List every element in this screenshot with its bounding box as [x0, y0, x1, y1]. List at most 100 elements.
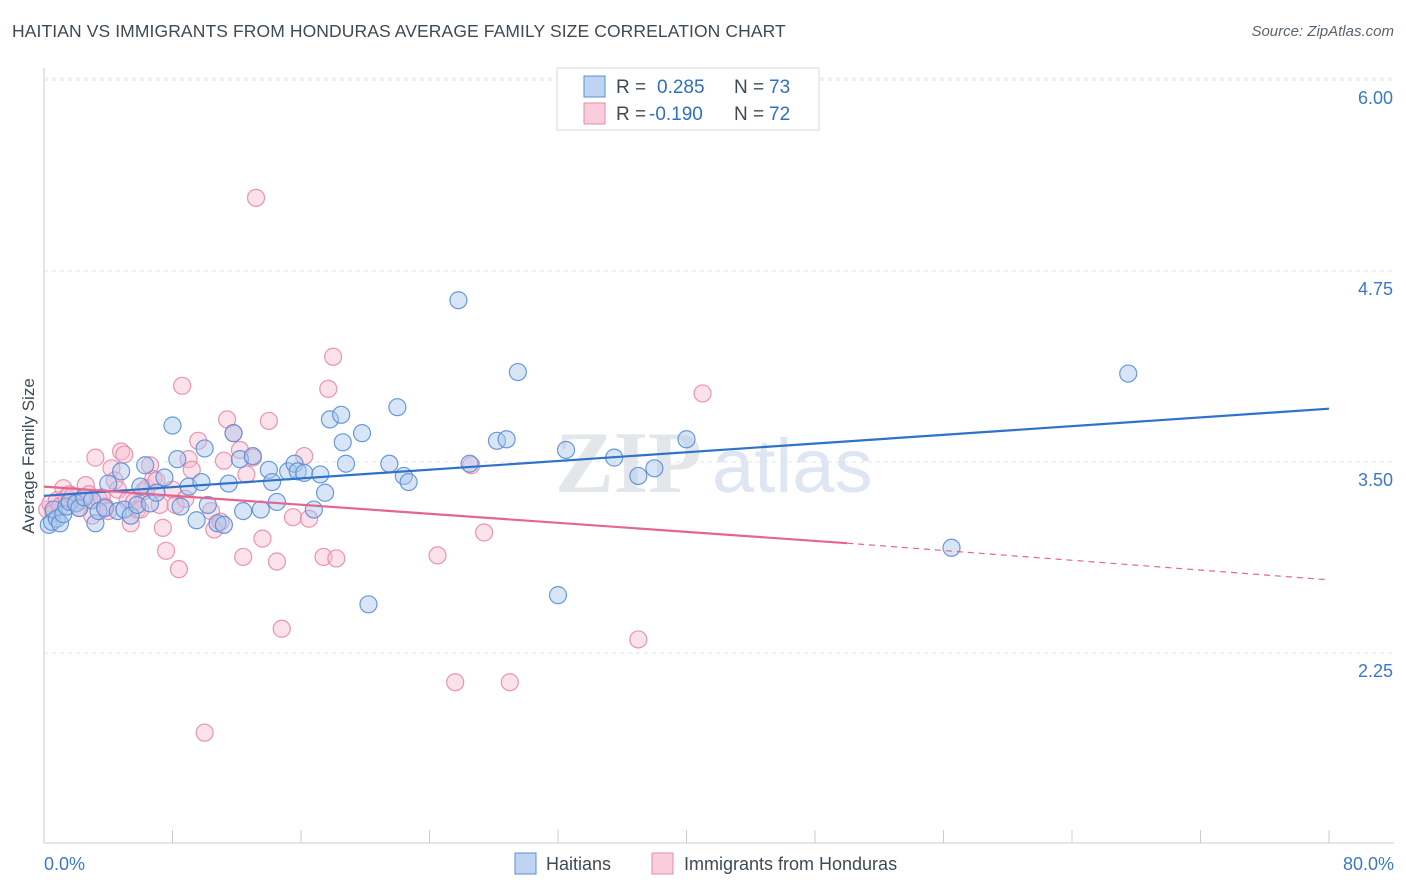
honduras-point	[214, 451, 233, 470]
legend-bottom-haitians-label: Haitians	[546, 854, 611, 874]
haitians-point	[942, 538, 961, 557]
legend-haitians-swatch	[583, 75, 606, 98]
haitians-point	[359, 595, 378, 614]
honduras-point	[253, 529, 272, 548]
haitians-point	[508, 362, 527, 382]
haitians-point	[192, 472, 211, 492]
haitians-point	[131, 477, 150, 496]
x-tick-marks	[43, 830, 1330, 843]
honduras-point	[283, 508, 303, 527]
haitians-point	[677, 430, 696, 449]
haitians-point	[352, 424, 372, 443]
haitians-point	[234, 501, 253, 521]
honduras-point	[189, 431, 208, 450]
y-tick-label: 2.25	[1358, 661, 1393, 681]
legend-haitians-r-value: 0.285	[657, 77, 705, 98]
haitians-point	[556, 440, 576, 460]
honduras-point	[111, 442, 131, 461]
honduras-point	[428, 546, 447, 565]
haitians-point	[399, 472, 418, 492]
y-axis-label: Average Family Size	[19, 378, 38, 534]
haitians-point	[388, 398, 407, 417]
haitians-point	[214, 515, 233, 534]
haitians-point	[111, 462, 131, 481]
legend-bottom-honduras-label: Immigrants from Honduras	[684, 854, 897, 874]
haitians-point	[168, 450, 187, 469]
legend-haitians-r-label: R =	[616, 77, 646, 98]
haitians-point	[460, 454, 479, 473]
legend-bottom-honduras-swatch	[651, 852, 674, 875]
honduras-point	[173, 376, 192, 395]
haitians-point	[171, 497, 190, 516]
honduras-point	[115, 445, 134, 464]
haitians-point	[333, 433, 352, 452]
honduras-trend-extension	[847, 542, 1330, 581]
haitians-point	[332, 405, 351, 424]
haitians-point	[198, 495, 217, 515]
haitians-point	[380, 454, 399, 473]
haitians-point	[208, 514, 227, 533]
legend-haitians-n-label: N =	[734, 77, 764, 98]
haitians-point	[187, 511, 206, 530]
honduras-point	[237, 465, 256, 484]
legend-honduras-r-label: R =	[616, 104, 646, 125]
haitians-point	[487, 431, 507, 450]
y-tick-label: 6.00	[1358, 88, 1393, 108]
watermark-atlas: atlas	[712, 424, 873, 509]
haitians-point	[311, 465, 330, 484]
haitians-point	[320, 410, 340, 429]
honduras-trend-line	[43, 485, 848, 545]
haitians-point	[224, 424, 243, 443]
haitians-trend-line	[43, 407, 1330, 497]
y-tick-label: 3.50	[1358, 470, 1393, 490]
legend-honduras-r-value: -0.190	[649, 104, 703, 125]
trend-lines	[43, 407, 1330, 581]
honduras-point	[259, 411, 278, 431]
haitians-point	[121, 506, 140, 525]
honduras-point	[629, 630, 648, 649]
haitians-point	[243, 446, 262, 466]
haitians-point	[1119, 364, 1138, 383]
honduras-point	[99, 501, 118, 521]
honduras-point	[299, 509, 319, 528]
y-tick-labels: 2.25 3.50 4.75 6.00	[1358, 88, 1393, 681]
honduras-point	[153, 518, 172, 537]
y-tick-label: 4.75	[1358, 279, 1393, 299]
x-tick-label-max: 80.0%	[1343, 854, 1394, 874]
haitians-point	[163, 416, 182, 435]
haitians-point	[155, 468, 174, 487]
legend-honduras-n-value: 72	[769, 104, 790, 125]
honduras-point	[500, 673, 519, 692]
series-haitians-points	[39, 291, 1138, 614]
haitians-point	[548, 586, 568, 605]
haitians-point	[304, 500, 323, 519]
legend-haitians-n-value: 73	[769, 77, 790, 98]
honduras-point	[475, 523, 494, 542]
haitians-point	[315, 483, 335, 502]
honduras-point	[267, 552, 287, 571]
honduras-point	[693, 384, 712, 403]
haitians-point	[195, 439, 214, 458]
haitians-point	[288, 462, 307, 481]
legend-bottom-haitians-swatch	[514, 852, 537, 875]
gridlines	[44, 77, 1394, 654]
honduras-point	[86, 448, 105, 467]
haitians-point	[645, 459, 664, 478]
haitians-point	[449, 291, 468, 310]
honduras-point	[140, 456, 160, 475]
honduras-point	[327, 549, 346, 568]
haitians-point	[497, 430, 516, 449]
chart-source: Source: ZipAtlas.com	[1251, 23, 1394, 40]
haitians-point	[336, 454, 356, 473]
honduras-point	[234, 547, 253, 567]
legend-top: R = 0.285 N = 73 R = -0.190 N = 72	[556, 67, 820, 131]
haitians-point	[251, 500, 270, 519]
honduras-point	[446, 673, 465, 692]
honduras-point	[246, 188, 266, 207]
haitians-point	[262, 472, 282, 492]
watermark-zip: ZIP	[555, 415, 702, 512]
watermark: ZIP atlas	[555, 415, 873, 512]
legend-bottom: Haitians Immigrants from Honduras	[514, 852, 897, 875]
haitians-point	[629, 466, 648, 486]
